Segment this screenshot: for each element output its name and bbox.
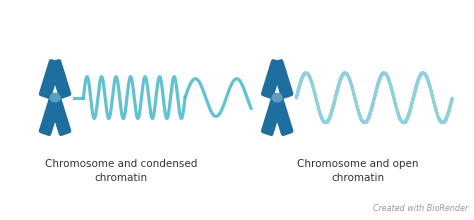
Text: Created with BioRender: Created with BioRender (374, 204, 469, 213)
Ellipse shape (49, 93, 61, 103)
FancyBboxPatch shape (49, 59, 71, 99)
FancyBboxPatch shape (39, 59, 62, 99)
FancyBboxPatch shape (261, 59, 283, 99)
FancyBboxPatch shape (261, 96, 283, 136)
Text: Chromosome and condensed
chromatin: Chromosome and condensed chromatin (45, 159, 197, 183)
Ellipse shape (272, 93, 283, 103)
FancyBboxPatch shape (49, 96, 71, 136)
Text: Chromosome and open
chromatin: Chromosome and open chromatin (297, 159, 418, 183)
FancyBboxPatch shape (271, 96, 293, 136)
FancyBboxPatch shape (39, 96, 62, 136)
FancyBboxPatch shape (271, 59, 293, 99)
